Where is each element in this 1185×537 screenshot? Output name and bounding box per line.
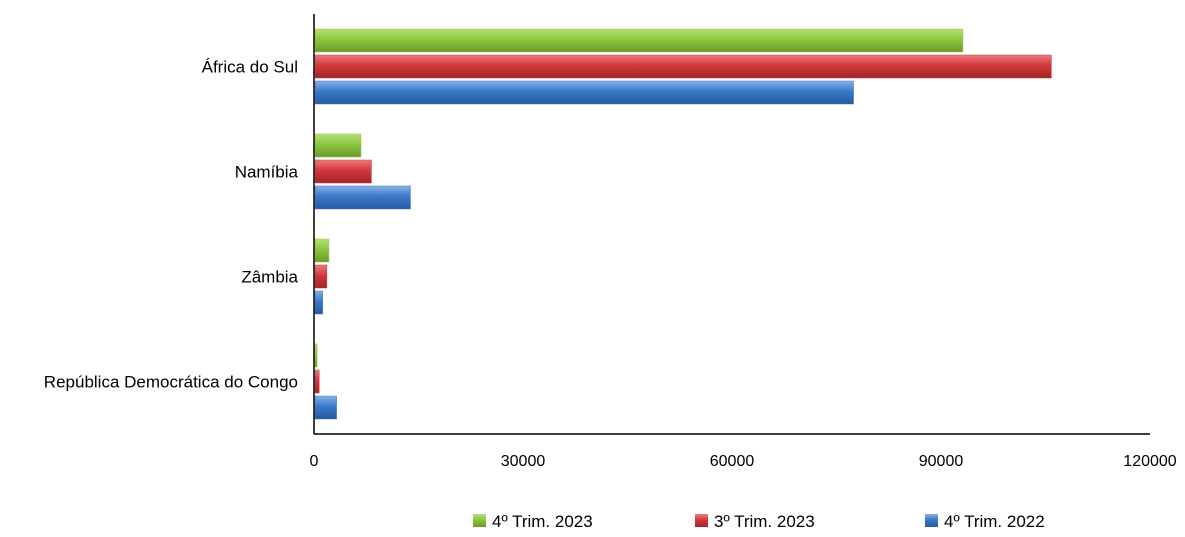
bar-3-2 [314,395,337,420]
legend-swatch [473,514,486,527]
x-tick-label: 120000 [1123,453,1176,470]
category-label: Namíbia [235,163,299,182]
bar-1-2 [314,185,411,210]
legend-swatch [925,514,938,527]
bar-0-0 [314,28,964,53]
x-tick-label: 30000 [501,453,546,470]
bar-1-0 [314,133,362,158]
bar-2-0 [314,238,330,263]
legend-label: 3º Trim. 2023 [714,512,815,531]
bar-0-2 [314,80,854,105]
x-tick-label: 90000 [919,453,964,470]
legend-label: 4º Trim. 2022 [944,512,1045,531]
x-tick-label: 60000 [710,453,755,470]
legend-label: 4º Trim. 2023 [492,512,593,531]
x-tick-labels: 0 30000 60000 90000 120000 [310,453,1177,470]
category-label: República Democrática do Congo [44,373,298,392]
bar-3-1 [314,369,320,394]
bar-2-1 [314,264,328,289]
bars-group [314,28,1052,420]
bar-3-0 [314,343,318,368]
legend: 4º Trim. 2023 3º Trim. 2023 4º Trim. 2022 [473,512,1045,531]
category-label: África do Sul [202,58,298,77]
category-label: Zâmbia [241,268,298,287]
bar-0-1 [314,54,1052,79]
legend-swatch [695,514,708,527]
x-tick-label: 0 [310,453,319,470]
bar-1-1 [314,159,372,184]
bar-2-2 [314,290,323,315]
category-labels: África do Sul Namíbia Zâmbia República Demo… [44,58,299,392]
